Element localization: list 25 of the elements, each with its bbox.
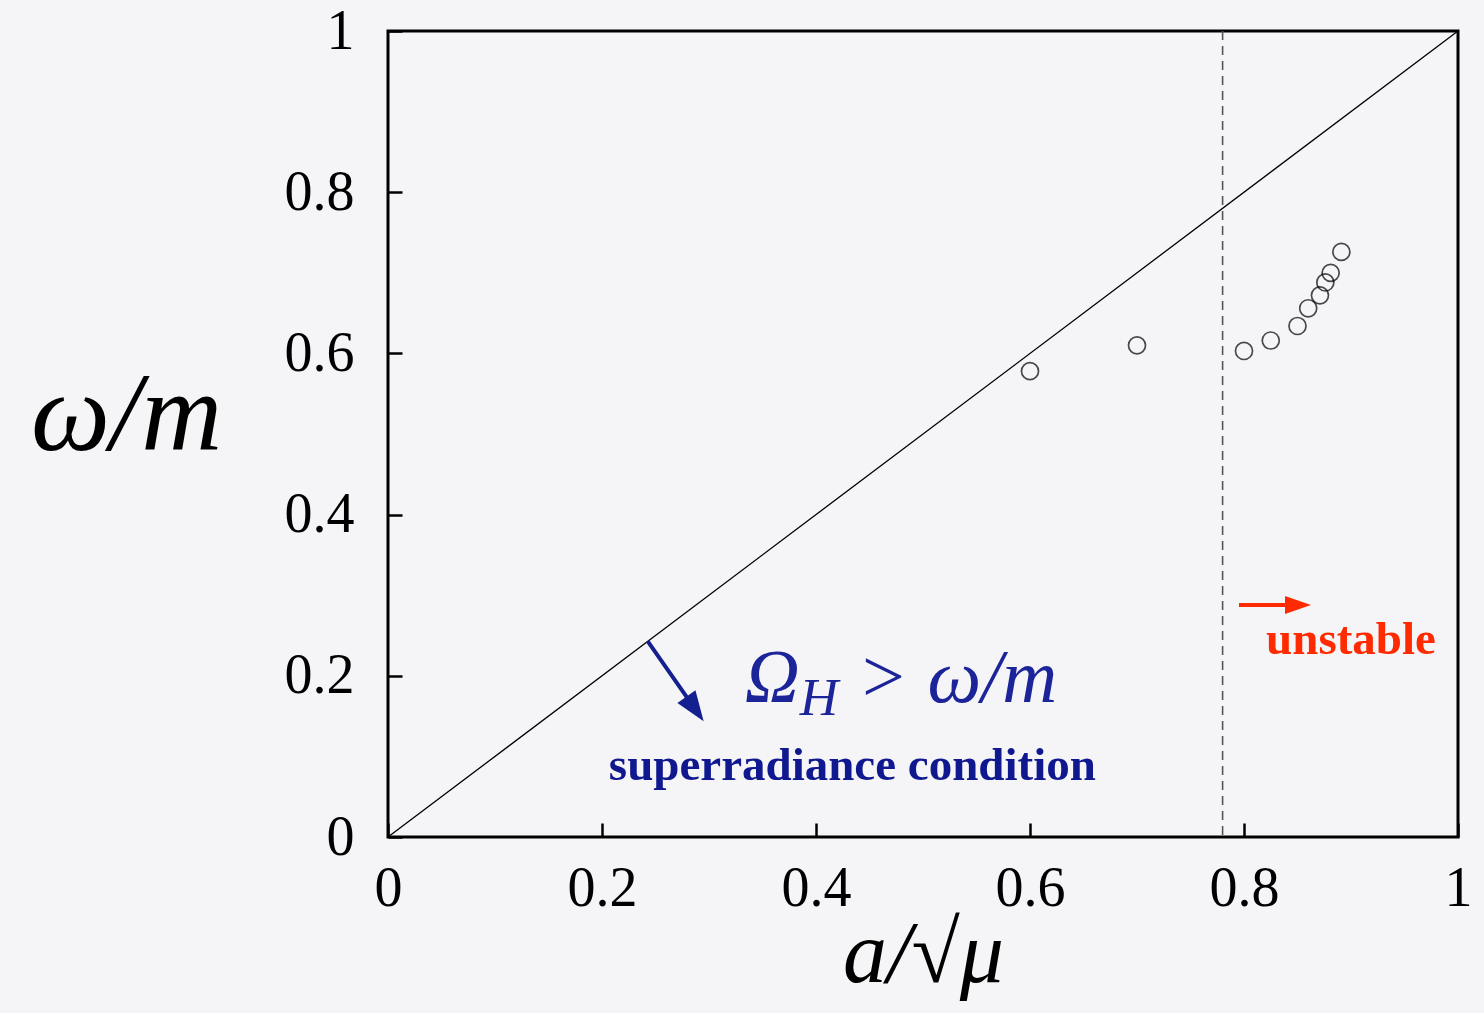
point [1298,298,1318,318]
point [1310,286,1330,305]
x-tick-label: 0.6 [995,855,1066,918]
annotation: Ω$_{H}$ > ω/m [744,633,1058,728]
x-tick-label: 1 [1444,855,1473,918]
x-tick-label: 0 [374,855,403,918]
point [1020,361,1040,381]
point [1288,316,1307,336]
y-tick-label: 0.8 [284,159,355,222]
y-tick-label: 1 [326,0,355,61]
y-axis-title: ω/m [30,349,223,474]
point [1321,263,1341,283]
annotation: unstable [1266,611,1436,664]
y-tick-label: 0.6 [284,320,355,383]
point [1127,335,1147,355]
annotation: superradiance condition [608,737,1096,790]
y-tick-label: 0 [326,804,355,867]
point [1315,273,1335,292]
y-tick-label: 0.2 [284,643,355,706]
y-tick-label: 0.4 [284,482,355,545]
point [1234,341,1254,361]
point [1261,331,1281,350]
x-tick-label: 0.2 [567,855,638,918]
x-tick-label: 0.8 [1209,855,1280,918]
point [1332,242,1351,262]
